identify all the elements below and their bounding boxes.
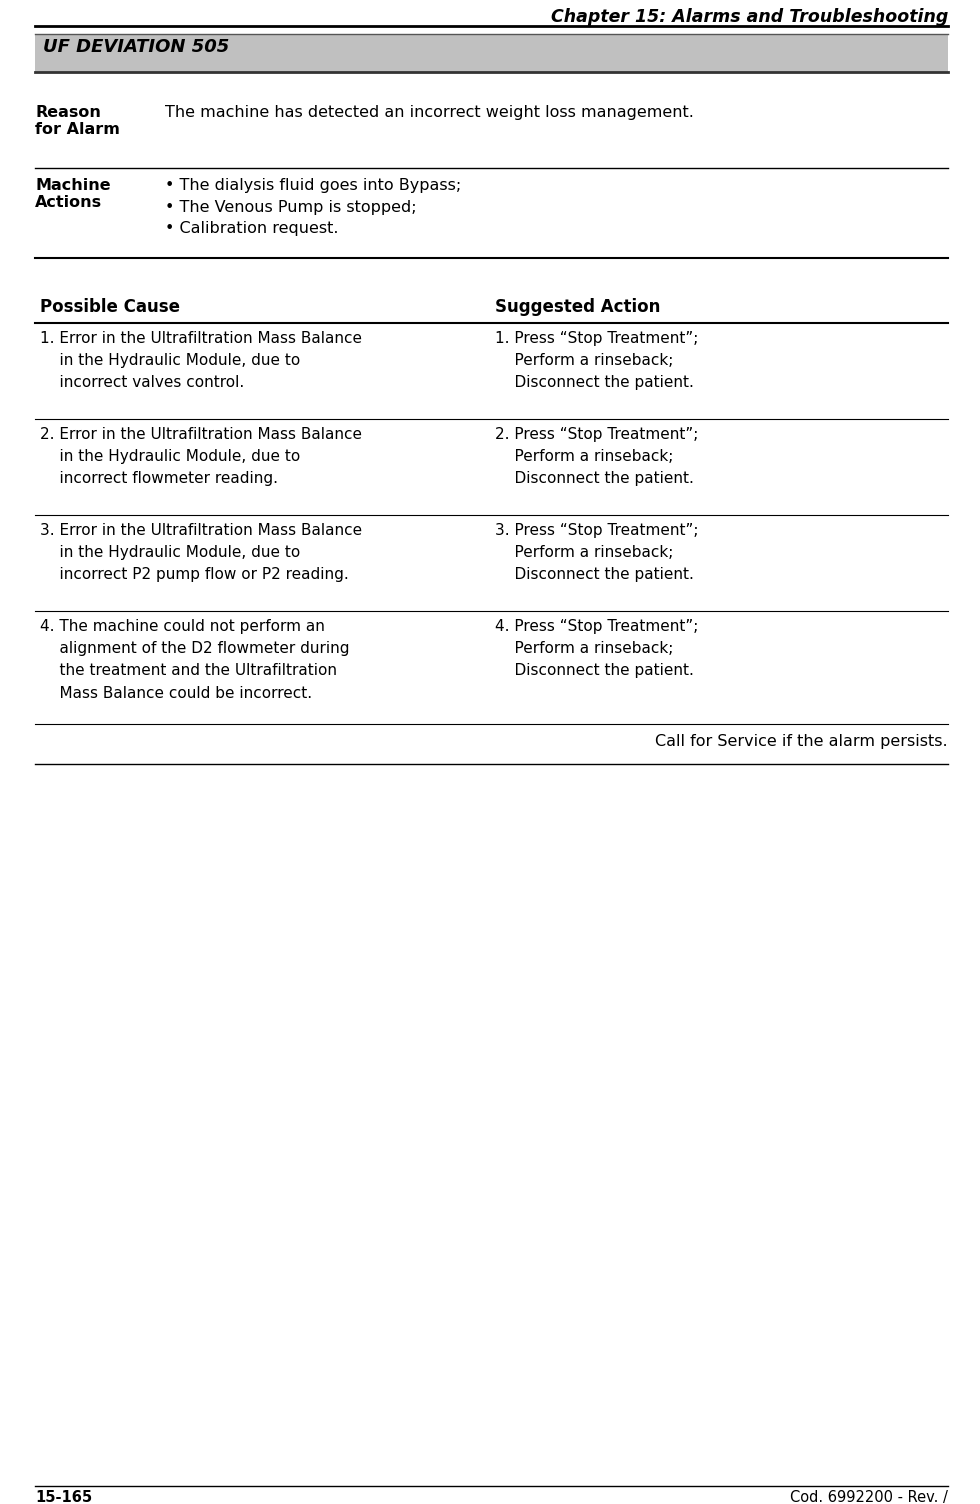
Text: 4. The machine could not perform an
    alignment of the D2 flowmeter during
   : 4. The machine could not perform an alig… (40, 620, 350, 701)
Text: Suggested Action: Suggested Action (495, 298, 661, 316)
Text: Call for Service if the alarm persists.: Call for Service if the alarm persists. (656, 734, 948, 749)
Text: 2. Press “Stop Treatment”;
    Perform a rinseback;
    Disconnect the patient.: 2. Press “Stop Treatment”; Perform a rin… (495, 427, 699, 486)
Text: 3. Press “Stop Treatment”;
    Perform a rinseback;
    Disconnect the patient.: 3. Press “Stop Treatment”; Perform a rin… (495, 523, 699, 582)
Text: The machine has detected an incorrect weight loss management.: The machine has detected an incorrect we… (165, 105, 694, 120)
Bar (35, 35, 948, 72)
Text: 1. Press “Stop Treatment”;
    Perform a rinseback;
    Disconnect the patient.: 1. Press “Stop Treatment”; Perform a rin… (495, 331, 699, 391)
Text: 15-165: 15-165 (35, 1490, 92, 1504)
Text: 1. Error in the Ultrafiltration Mass Balance
    in the Hydraulic Module, due to: 1. Error in the Ultrafiltration Mass Bal… (40, 331, 362, 391)
Text: Reason
for Alarm: Reason for Alarm (35, 105, 120, 137)
Text: 2. Error in the Ultrafiltration Mass Balance
    in the Hydraulic Module, due to: 2. Error in the Ultrafiltration Mass Bal… (40, 427, 362, 486)
Text: 3. Error in the Ultrafiltration Mass Balance
    in the Hydraulic Module, due to: 3. Error in the Ultrafiltration Mass Bal… (40, 523, 363, 582)
Text: • The dialysis fluid goes into Bypass;
• The Venous Pump is stopped;
• Calibrati: • The dialysis fluid goes into Bypass; •… (165, 177, 462, 236)
Text: Chapter 15: Alarms and Troubleshooting: Chapter 15: Alarms and Troubleshooting (551, 8, 948, 26)
Text: UF DEVIATION 505: UF DEVIATION 505 (43, 38, 229, 56)
Text: 4. Press “Stop Treatment”;
    Perform a rinseback;
    Disconnect the patient.: 4. Press “Stop Treatment”; Perform a rin… (495, 620, 699, 678)
Text: Machine
Actions: Machine Actions (35, 177, 111, 211)
Text: Possible Cause: Possible Cause (40, 298, 180, 316)
Text: Cod. 6992200 - Rev. /: Cod. 6992200 - Rev. / (790, 1490, 948, 1504)
